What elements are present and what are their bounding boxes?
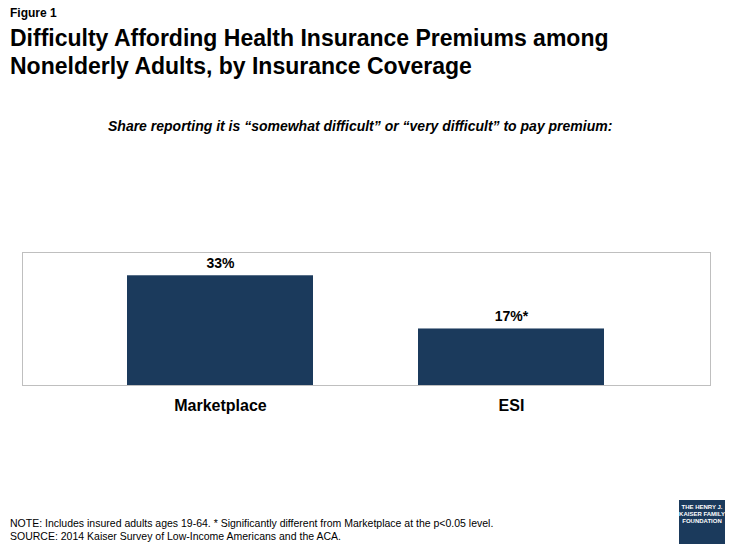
html-text:NOTE: Includes insured adults: NOTE: Includes insured adults ages 19-64… [10,517,494,529]
html-text:Share reporting it is “somewha: Share reporting it is “somewhat difficul… [108,118,613,134]
svg-text:Marketplace: Marketplace [174,397,267,414]
html-text:THE HENRY J. KAISER FAMILY FOU: THE HENRY J. KAISER FAMILY FOUNDATION [679,504,725,524]
html-text:Difficulty Affording Health In: Difficulty Affording Health Insurance Pr… [10,25,609,79]
html-text:Figure 1: Figure 1 [10,6,57,20]
html-text:SOURCE: 2014 Kaiser Survey of: SOURCE: 2014 Kaiser Survey of Low-Income… [10,530,341,542]
svg-text:17%*: 17%* [495,308,529,324]
svg-text:ESI: ESI [499,397,525,414]
svg-text:33%: 33% [206,255,235,271]
